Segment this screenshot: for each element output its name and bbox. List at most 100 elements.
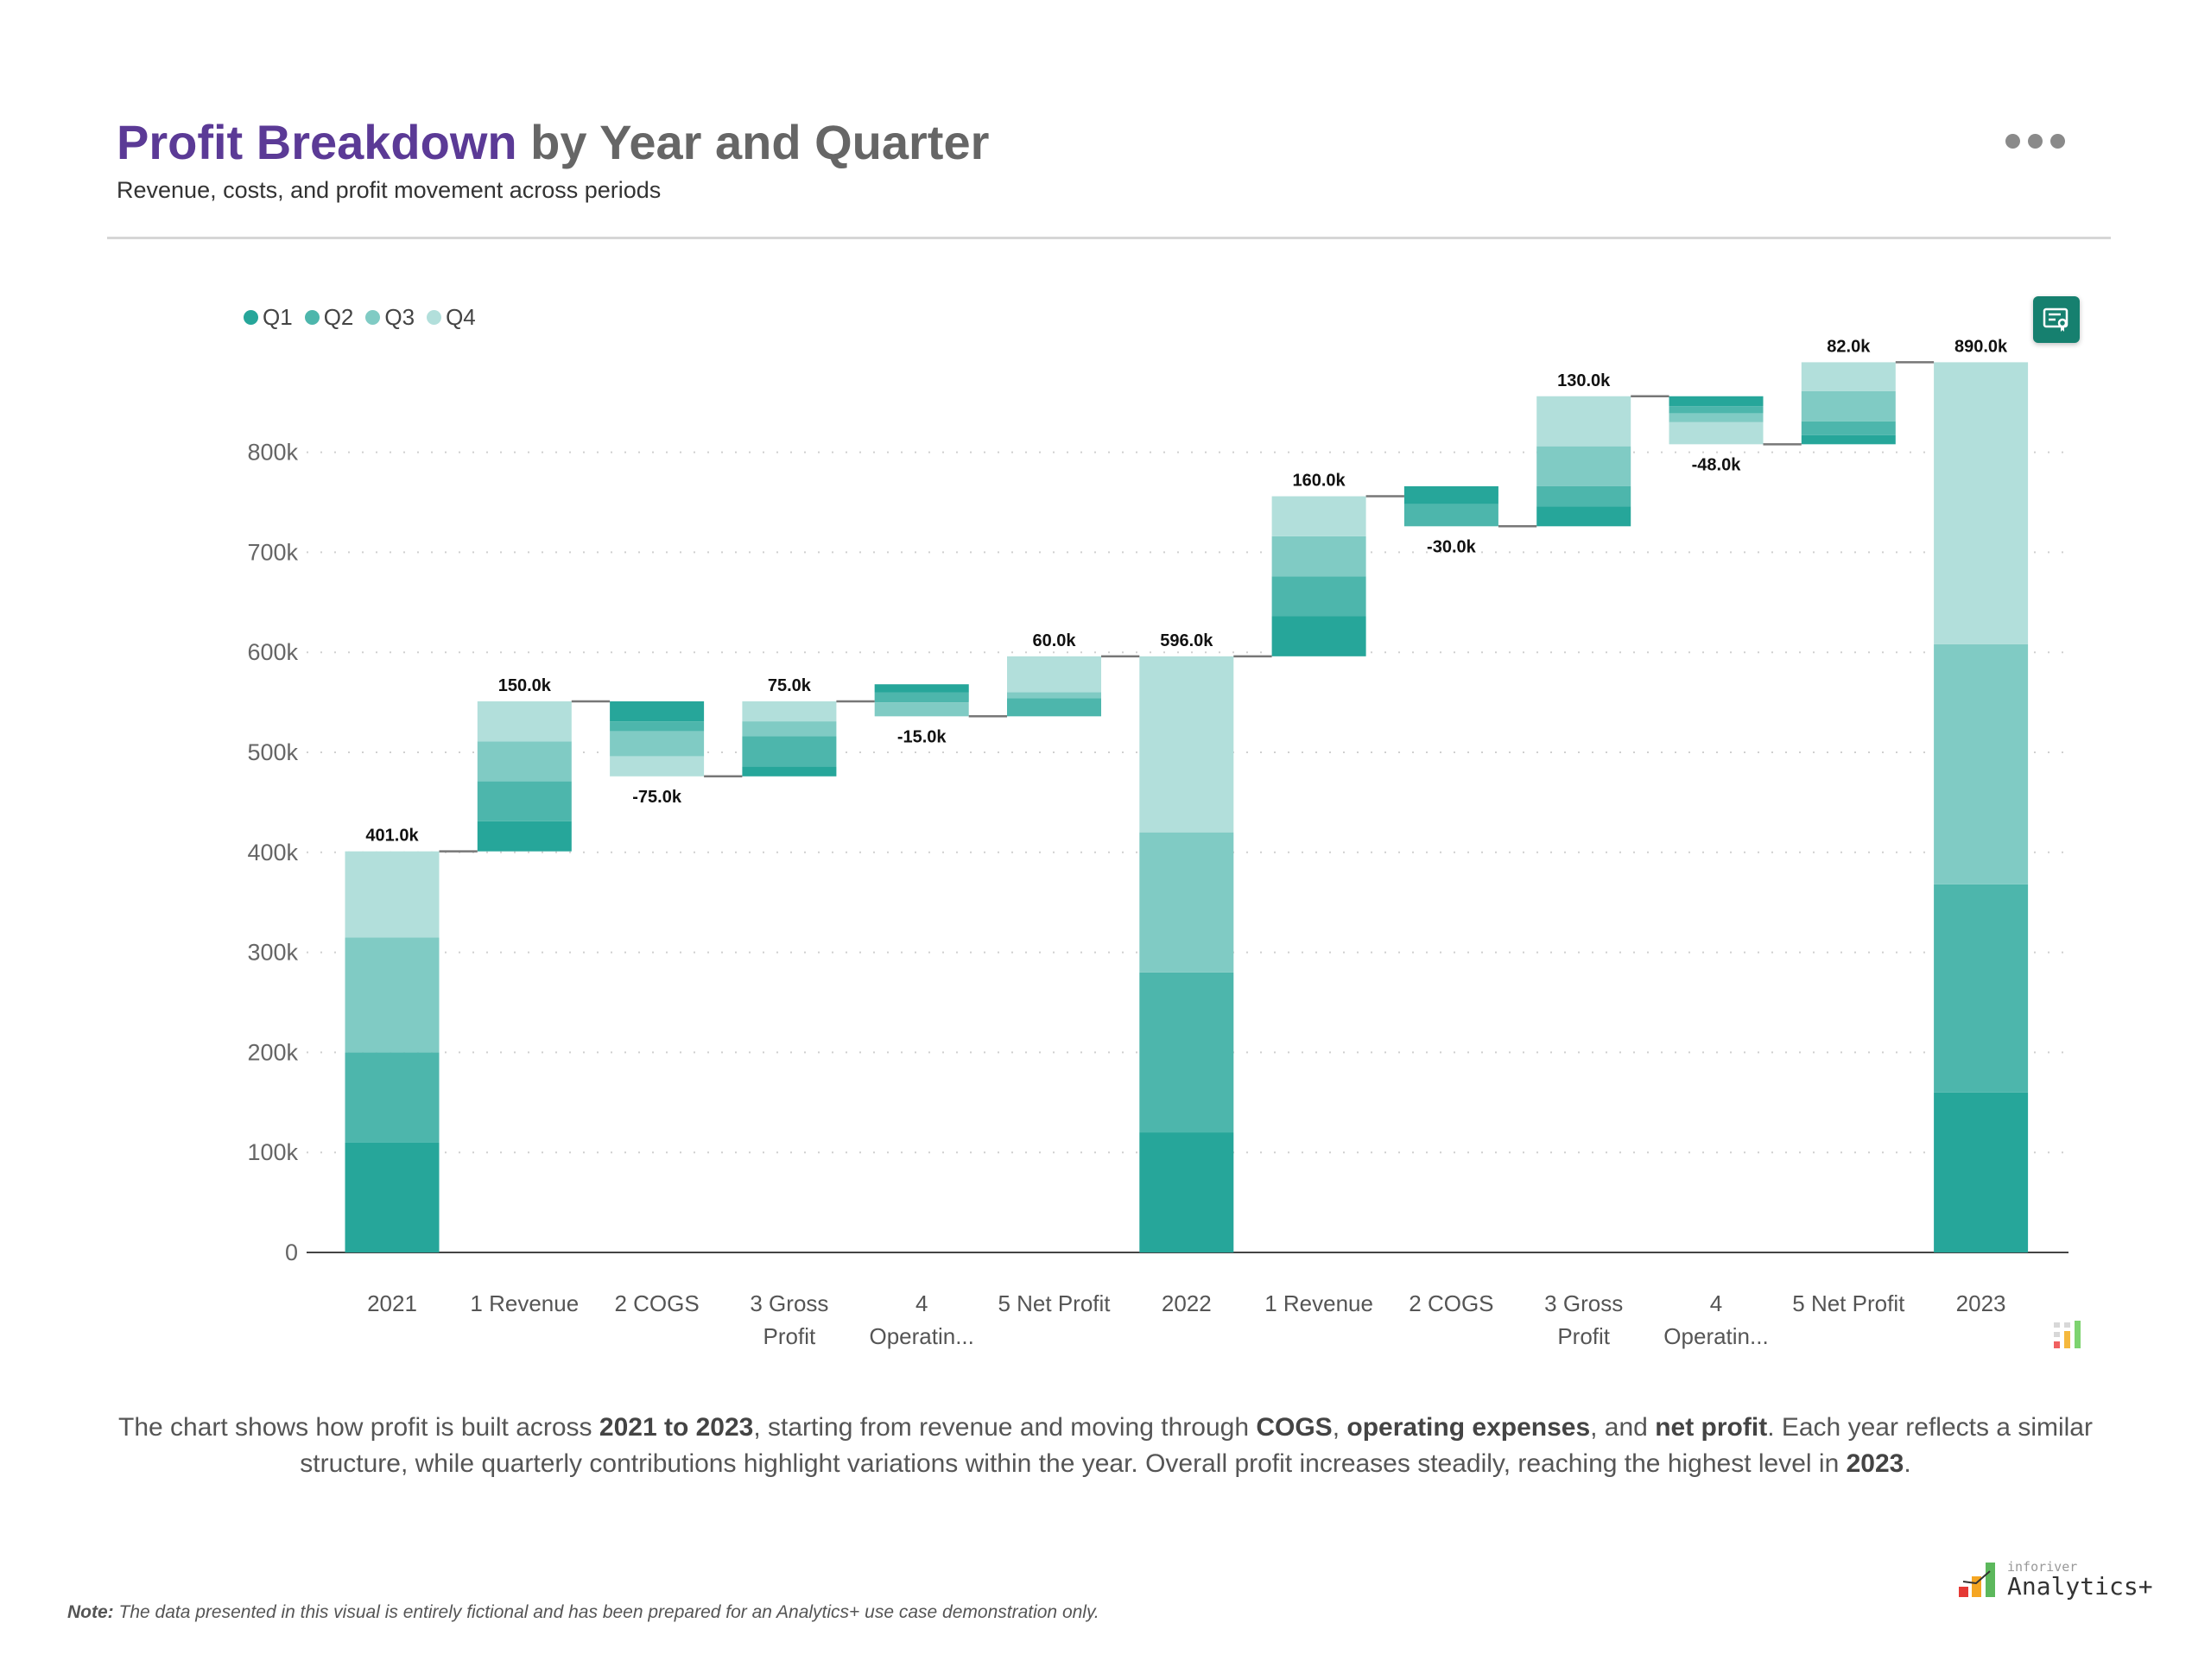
bar-segment-q3 xyxy=(742,721,837,737)
note-text: The data presented in this visual is ent… xyxy=(113,1602,1099,1622)
legend-dot xyxy=(427,310,442,325)
x-category-label: 2023 xyxy=(1955,1290,2006,1316)
legend-item-q1[interactable]: Q1 xyxy=(244,304,293,331)
y-tick-label: 400k xyxy=(247,840,298,865)
bar-segment-q1 xyxy=(1403,485,1498,504)
bar-segment-q2 xyxy=(1934,884,2029,1093)
legend-label: Q1 xyxy=(263,304,293,330)
data-label: 890.0k xyxy=(1954,337,2008,356)
summary-segment: operating expenses xyxy=(1346,1413,1591,1442)
bar-segment-q3 xyxy=(1934,643,2029,884)
bar-segment-q3 xyxy=(1271,536,1366,577)
bar-segment-q2 xyxy=(1139,972,1234,1133)
data-label: 150.0k xyxy=(498,676,552,695)
data-label: -15.0k xyxy=(897,727,947,746)
bar-segment-q4 xyxy=(1934,362,2029,644)
legend-label: Q3 xyxy=(384,304,415,330)
y-tick-label: 200k xyxy=(247,1039,298,1065)
bar-segment-q3 xyxy=(345,937,440,1053)
data-label: -30.0k xyxy=(1427,537,1477,556)
bar-segment-q4 xyxy=(742,701,837,722)
bar-segment-q2 xyxy=(742,736,837,767)
bar-segment-q4 xyxy=(1139,656,1234,833)
bar-segment-q3 xyxy=(610,731,705,757)
bar-segment-q1 xyxy=(742,766,837,777)
data-label: 160.0k xyxy=(1293,472,1346,491)
certificate-icon[interactable] xyxy=(2033,296,2080,343)
summary-segment: , xyxy=(1332,1413,1347,1442)
bar-segment-q1 xyxy=(1801,434,1896,445)
bar-segment-q4 xyxy=(1536,396,1631,447)
x-category-label: 5 Net Profit xyxy=(998,1290,1111,1316)
y-tick-label: 300k xyxy=(247,940,298,966)
legend-dot xyxy=(304,310,320,325)
bar-segment-q4 xyxy=(1271,496,1366,536)
bar-segment-q3 xyxy=(874,702,969,717)
bar-segment-q1 xyxy=(477,821,572,852)
bar-segment-q1 xyxy=(874,684,969,693)
x-category-label: 1 Revenue xyxy=(470,1290,580,1316)
legend-item-q4[interactable]: Q4 xyxy=(427,304,476,331)
bar-segment-q3 xyxy=(477,741,572,782)
chart-type-icon[interactable] xyxy=(2054,1319,2085,1354)
bar-segment-q1 xyxy=(1934,1092,2029,1252)
data-label: 60.0k xyxy=(1032,631,1076,650)
x-category-label: 4 Operatin... xyxy=(869,1290,974,1349)
data-label: 596.0k xyxy=(1160,631,1213,650)
more-options-icon[interactable] xyxy=(2005,134,2065,149)
logo-big-text: Analytics+ xyxy=(2007,1572,2153,1601)
page-subtitle: Revenue, costs, and profit movement acro… xyxy=(117,177,662,203)
bar-segment-q2 xyxy=(1536,485,1631,507)
data-label: 75.0k xyxy=(768,676,812,695)
bar-segment-q3 xyxy=(1669,413,1764,422)
bar-segment-q2 xyxy=(1007,698,1101,717)
summary-segment: COGS xyxy=(1256,1413,1333,1442)
title-rest: by Year and Quarter xyxy=(516,115,990,169)
bar-segment-q4 xyxy=(610,756,705,777)
x-category-label: 1 Revenue xyxy=(1264,1290,1373,1316)
legend-label: Q2 xyxy=(323,304,354,330)
summary-segment: The chart shows how profit is built acro… xyxy=(118,1413,599,1442)
legend-item-q2[interactable]: Q2 xyxy=(304,304,354,331)
logo-bars-icon xyxy=(1959,1563,1995,1597)
bar-segment-q2 xyxy=(874,692,969,703)
x-category-label: 5 Net Profit xyxy=(1792,1290,1905,1316)
x-category-label: 3 Gross Profit xyxy=(1544,1290,1624,1349)
bar-segment-q2 xyxy=(1271,576,1366,617)
bar-segment-q2 xyxy=(1669,406,1764,414)
summary-segment: . xyxy=(1904,1449,1911,1478)
bar-segment-q4 xyxy=(1669,422,1764,445)
bar-segment-q4 xyxy=(1801,362,1896,391)
bar-segment-q1 xyxy=(1271,616,1366,656)
bar-segment-q1 xyxy=(1669,396,1764,407)
title-accent: Profit Breakdown xyxy=(117,115,517,169)
note-label: Note: xyxy=(67,1602,114,1622)
summary-segment: . Each year reflects a similar structure… xyxy=(300,1413,2093,1478)
page-title: Profit Breakdown by Year and Quarter xyxy=(117,114,989,170)
y-tick-label: 800k xyxy=(247,440,298,466)
legend-item-q3[interactable]: Q3 xyxy=(365,304,415,331)
y-tick-label: 500k xyxy=(247,739,298,765)
bar-segment-q3 xyxy=(1139,832,1234,973)
y-tick-label: 0 xyxy=(285,1239,298,1265)
summary-segment: , starting from revenue and moving throu… xyxy=(753,1413,1257,1442)
summary-segment: net profit xyxy=(1655,1413,1768,1442)
y-tick-label: 100k xyxy=(247,1139,298,1165)
x-category-label: 2 COGS xyxy=(1409,1290,1494,1316)
x-category-label: 2022 xyxy=(1161,1290,1212,1316)
y-tick-label: 700k xyxy=(247,539,298,565)
legend-dot xyxy=(244,310,258,325)
waterfall-chart: 0 100k 200k 300k 400k 500k 600k 700k 800k 401.0k 1… xyxy=(247,337,2068,1265)
bar-segment-q3 xyxy=(1007,692,1101,699)
legend-dot xyxy=(365,310,381,325)
bar-segment-q1 xyxy=(345,1142,440,1252)
data-label: -48.0k xyxy=(1692,455,1742,474)
summary-segment: 2023 xyxy=(1846,1449,1904,1478)
x-category-label: 4 Operatin... xyxy=(1663,1290,1769,1349)
bar-segment-q2 xyxy=(477,781,572,821)
bar-segment-q1 xyxy=(1536,506,1631,527)
data-label: 130.0k xyxy=(1557,371,1611,390)
x-category-label: 3 Gross Profit xyxy=(750,1290,829,1349)
y-tick-label: 600k xyxy=(247,639,298,665)
analytics-logo: inforiver Analytics+ xyxy=(1959,1559,2153,1599)
